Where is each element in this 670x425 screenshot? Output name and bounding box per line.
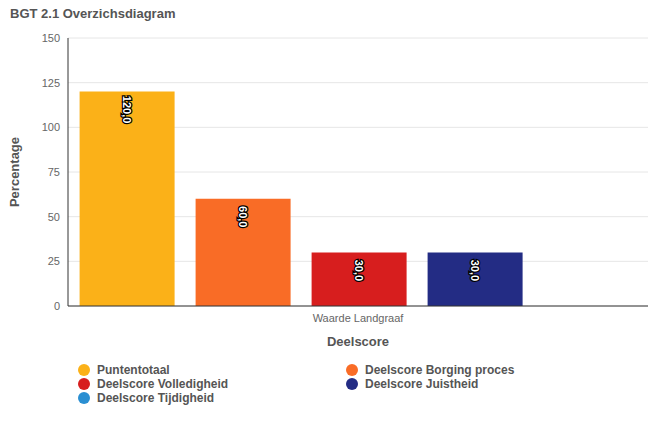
- html-text:Deelscore Tijdigheid: Deelscore Tijdigheid: [97, 391, 215, 405]
- html-text:Deelscore Borging proces: Deelscore Borging proces: [365, 363, 515, 377]
- svg-text:120,0: 120,0: [121, 96, 133, 124]
- svg-text:0: 0: [54, 300, 60, 312]
- svg-text:125: 125: [42, 77, 60, 89]
- html-text:Puntentotaal: Puntentotaal: [97, 363, 170, 377]
- svg-text:30,0: 30,0: [469, 260, 481, 281]
- html-text:Deelscore Volledigheid: Deelscore Volledigheid: [97, 377, 229, 391]
- svg-text:Percentage: Percentage: [8, 137, 22, 207]
- svg-text:60,0: 60,0: [237, 206, 249, 227]
- svg-text:Waarde Landgraaf: Waarde Landgraaf: [313, 312, 405, 324]
- svg-text:75: 75: [48, 166, 60, 178]
- svg-text:50: 50: [48, 211, 60, 223]
- svg-text:30,0: 30,0: [353, 260, 365, 281]
- svg-text:25: 25: [48, 255, 60, 267]
- svg-text:Deelscore: Deelscore: [327, 334, 389, 349]
- svg-text:100: 100: [42, 121, 60, 133]
- html-text:Deelscore Juistheid: Deelscore Juistheid: [365, 377, 479, 391]
- svg-text:150: 150: [42, 32, 60, 44]
- html-text:BGT 2.1 Overzichsdiagram: BGT 2.1 Overzichsdiagram: [10, 6, 176, 21]
